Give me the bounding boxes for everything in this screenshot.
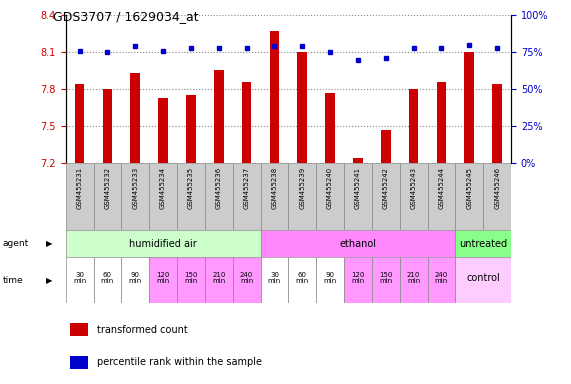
Bar bbox=[456, 257, 511, 303]
Bar bbox=[288, 163, 316, 230]
Bar bbox=[70, 356, 88, 369]
Bar bbox=[122, 163, 149, 230]
Bar bbox=[233, 257, 260, 303]
Text: GSM455238: GSM455238 bbox=[271, 167, 278, 209]
Bar bbox=[205, 257, 233, 303]
Bar bbox=[94, 163, 122, 230]
Text: GSM455239: GSM455239 bbox=[299, 167, 305, 209]
Text: 150
min: 150 min bbox=[184, 272, 198, 284]
Bar bbox=[456, 230, 511, 257]
Bar bbox=[260, 230, 456, 257]
Bar bbox=[130, 73, 140, 163]
Bar bbox=[103, 89, 112, 163]
Text: 30
min: 30 min bbox=[73, 272, 86, 284]
Bar bbox=[437, 82, 447, 163]
Bar bbox=[400, 163, 428, 230]
Bar bbox=[260, 163, 288, 230]
Text: GSM455236: GSM455236 bbox=[216, 167, 222, 209]
Bar bbox=[492, 84, 502, 163]
Bar bbox=[372, 257, 400, 303]
Text: 210
min: 210 min bbox=[407, 272, 420, 284]
Text: 30
min: 30 min bbox=[268, 272, 281, 284]
Bar bbox=[177, 257, 205, 303]
Bar bbox=[316, 163, 344, 230]
Text: GSM455232: GSM455232 bbox=[104, 167, 110, 209]
Bar bbox=[149, 163, 177, 230]
Bar bbox=[177, 163, 205, 230]
Text: 90
min: 90 min bbox=[128, 272, 142, 284]
Bar bbox=[233, 163, 260, 230]
Bar bbox=[464, 52, 474, 163]
Text: 210
min: 210 min bbox=[212, 272, 226, 284]
Text: untreated: untreated bbox=[459, 239, 507, 249]
Bar bbox=[158, 98, 168, 163]
Bar bbox=[288, 257, 316, 303]
Text: ▶: ▶ bbox=[46, 276, 52, 285]
Bar bbox=[186, 96, 196, 163]
Bar bbox=[344, 257, 372, 303]
Bar bbox=[316, 257, 344, 303]
Bar bbox=[353, 158, 363, 163]
Text: GSM455235: GSM455235 bbox=[188, 167, 194, 209]
Text: 240
min: 240 min bbox=[435, 272, 448, 284]
Text: 240
min: 240 min bbox=[240, 272, 253, 284]
Text: GSM455231: GSM455231 bbox=[77, 167, 83, 209]
Text: agent: agent bbox=[3, 239, 29, 248]
Text: 150
min: 150 min bbox=[379, 272, 392, 284]
Text: 60
min: 60 min bbox=[296, 272, 309, 284]
Bar bbox=[66, 257, 94, 303]
Text: percentile rank within the sample: percentile rank within the sample bbox=[97, 358, 262, 367]
Text: ethanol: ethanol bbox=[339, 239, 376, 249]
Bar bbox=[297, 52, 307, 163]
Bar bbox=[483, 163, 511, 230]
Text: transformed count: transformed count bbox=[97, 324, 188, 334]
Bar bbox=[66, 230, 260, 257]
Text: GSM455237: GSM455237 bbox=[244, 167, 250, 209]
Bar bbox=[214, 70, 224, 163]
Text: GSM455234: GSM455234 bbox=[160, 167, 166, 209]
Text: GSM455244: GSM455244 bbox=[439, 167, 444, 209]
Bar bbox=[344, 163, 372, 230]
Bar bbox=[66, 163, 94, 230]
Bar bbox=[260, 257, 288, 303]
Text: 120
min: 120 min bbox=[351, 272, 365, 284]
Text: GSM455243: GSM455243 bbox=[411, 167, 417, 209]
Bar bbox=[381, 130, 391, 163]
Text: time: time bbox=[3, 276, 23, 285]
Bar bbox=[325, 93, 335, 163]
Text: GSM455245: GSM455245 bbox=[467, 167, 472, 209]
Bar bbox=[400, 257, 428, 303]
Text: GSM455241: GSM455241 bbox=[355, 167, 361, 209]
Text: GDS3707 / 1629034_at: GDS3707 / 1629034_at bbox=[53, 10, 199, 23]
Text: GSM455233: GSM455233 bbox=[132, 167, 138, 209]
Bar bbox=[70, 323, 88, 336]
Text: GSM455240: GSM455240 bbox=[327, 167, 333, 209]
Text: ▶: ▶ bbox=[46, 239, 52, 248]
Text: control: control bbox=[467, 273, 500, 283]
Text: GSM455242: GSM455242 bbox=[383, 167, 389, 209]
Text: 90
min: 90 min bbox=[324, 272, 337, 284]
Text: 60
min: 60 min bbox=[101, 272, 114, 284]
Bar bbox=[270, 31, 279, 163]
Bar bbox=[75, 84, 85, 163]
Text: 120
min: 120 min bbox=[156, 272, 170, 284]
Bar bbox=[122, 257, 149, 303]
Bar bbox=[372, 163, 400, 230]
Bar bbox=[149, 257, 177, 303]
Bar bbox=[94, 257, 122, 303]
Bar bbox=[205, 163, 233, 230]
Bar bbox=[456, 163, 483, 230]
Bar bbox=[428, 163, 456, 230]
Bar bbox=[242, 82, 251, 163]
Bar bbox=[409, 89, 419, 163]
Bar bbox=[428, 257, 456, 303]
Text: GSM455246: GSM455246 bbox=[494, 167, 500, 209]
Text: humidified air: humidified air bbox=[129, 239, 197, 249]
